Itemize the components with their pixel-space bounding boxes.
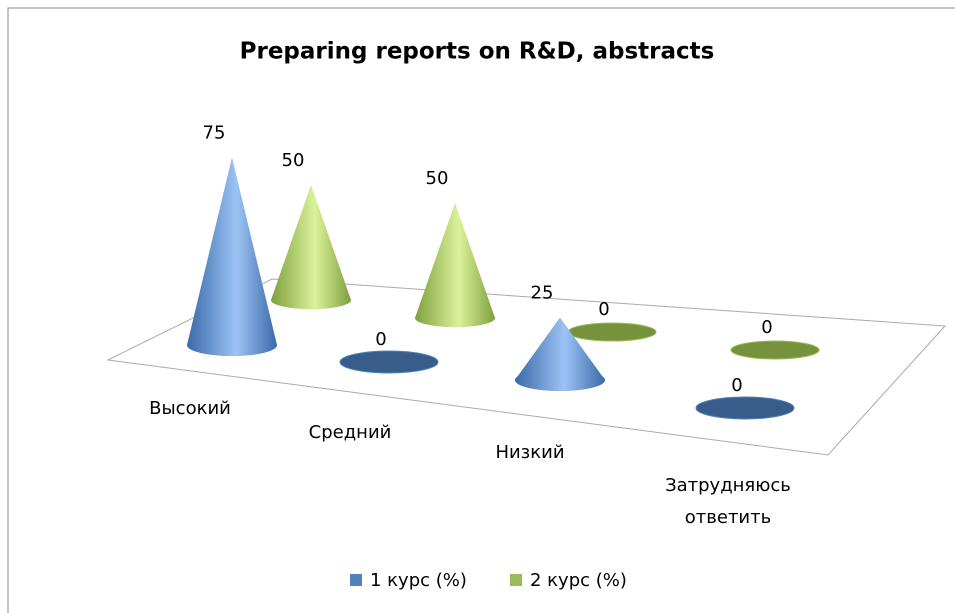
chart-border <box>7 7 955 613</box>
legend-swatch <box>350 574 362 586</box>
cone <box>339 350 439 374</box>
cone <box>271 185 351 309</box>
x-tick-label: Высокий <box>149 398 231 419</box>
data-label: 0 <box>761 317 772 338</box>
legend-swatch <box>510 574 522 586</box>
data-label: 50 <box>282 150 305 171</box>
x-tick-label: Средний <box>308 422 392 443</box>
cone <box>730 340 820 360</box>
x-tick-label: Низкий <box>495 442 565 463</box>
cone <box>415 203 495 327</box>
legend-label: 1 курс (%) <box>370 570 467 591</box>
data-label: 75 <box>203 123 226 144</box>
data-label: 0 <box>598 299 609 320</box>
data-label: 0 <box>375 329 386 350</box>
data-label: 50 <box>426 168 449 189</box>
cone <box>567 322 657 342</box>
cone <box>695 396 795 420</box>
cone <box>187 157 277 356</box>
legend-label: 2 курс (%) <box>530 570 627 591</box>
data-label: 0 <box>731 375 742 396</box>
data-label: 25 <box>531 283 554 304</box>
x-tick-label: Затрудняюсь ответить <box>665 475 791 528</box>
cone <box>515 317 605 391</box>
chart-title: Preparing reports on R&D, abstracts <box>240 39 715 65</box>
